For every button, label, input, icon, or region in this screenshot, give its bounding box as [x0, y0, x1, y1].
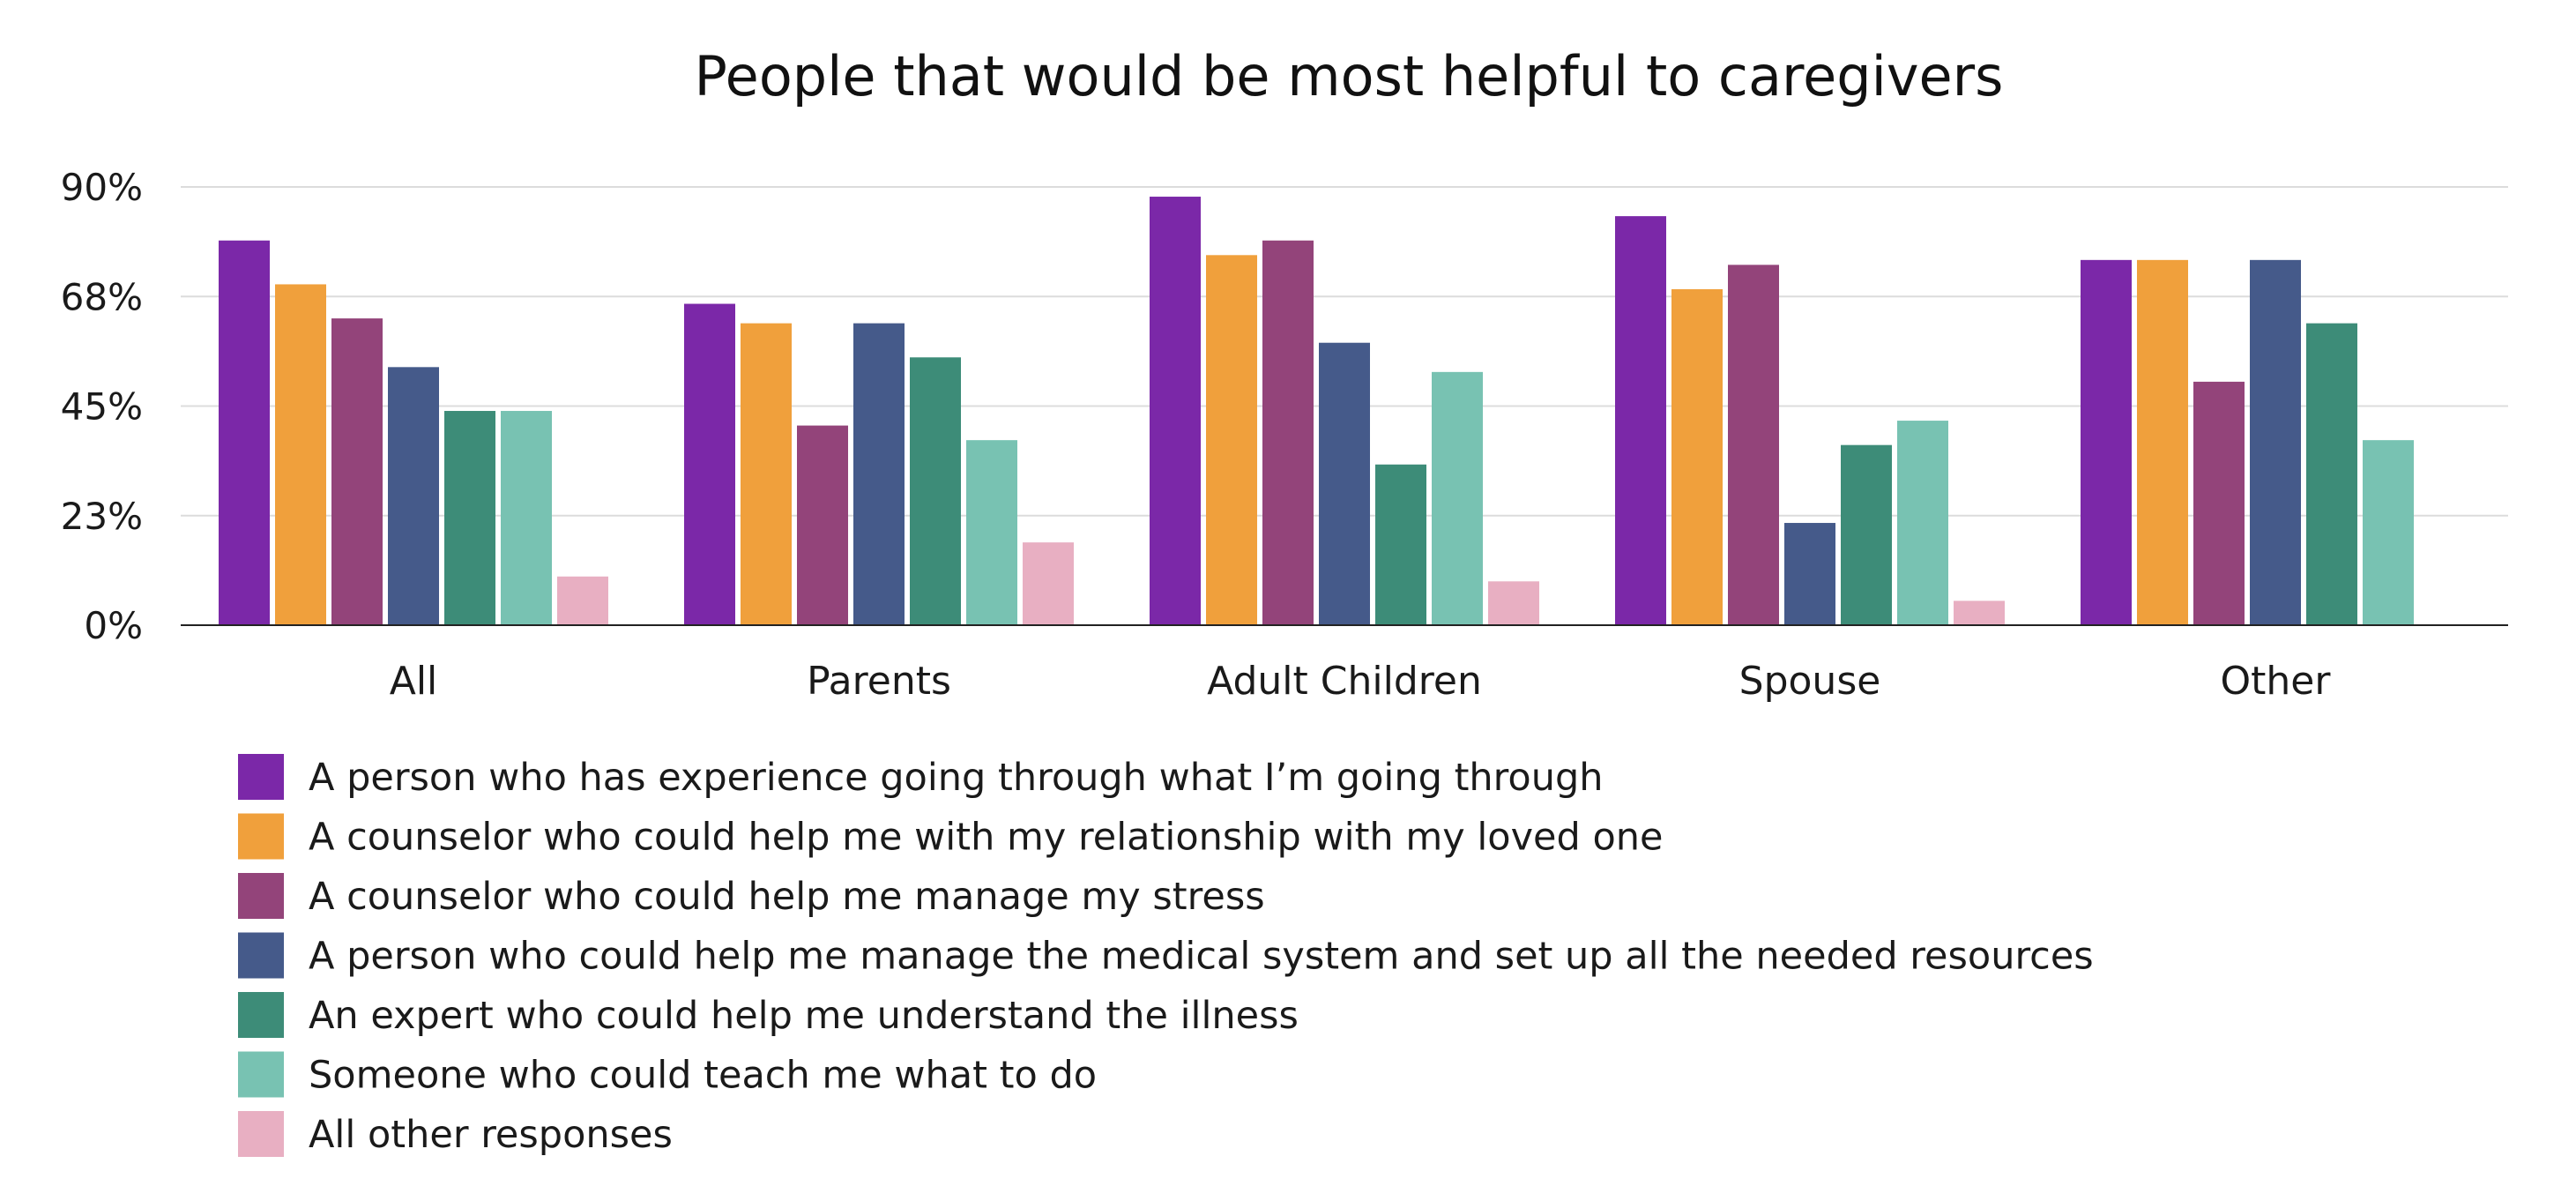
bar-spouse-series-3 [1728, 265, 1779, 625]
legend-swatch [238, 992, 284, 1038]
bar-adult-children-series-1 [1150, 197, 1201, 626]
x-category-label: Adult Children [1207, 659, 1482, 704]
bar-all-series-2 [275, 284, 326, 625]
bar-parents-series-7 [1023, 542, 1074, 625]
bar-adult-children-series-7 [1488, 581, 1539, 625]
bar-adult-children-series-5 [1375, 464, 1426, 625]
bar-other-series-4 [2250, 259, 2301, 625]
legend-label: A person who could help me manage the me… [309, 935, 2094, 979]
bar-other-series-5 [2306, 323, 2357, 625]
legend-item: A counselor who could help me with my re… [238, 813, 1664, 860]
y-tick-label: 45% [61, 385, 143, 429]
x-axis-category-labels: All Parents Adult Children Spouse Other [390, 659, 2332, 704]
bar-spouse-series-2 [1671, 288, 1723, 625]
legend: A person who has experience going throug… [238, 754, 2094, 1157]
bar-spouse-series-1 [1615, 216, 1666, 625]
x-category-label: Spouse [1739, 659, 1881, 704]
bar-all-series-1 [219, 240, 270, 625]
bar-parents-series-1 [684, 303, 735, 625]
legend-swatch [238, 932, 284, 979]
legend-label: A person who has experience going throug… [309, 756, 1604, 800]
bar-adult-children-series-3 [1262, 240, 1314, 625]
bar-all-series-4 [388, 367, 439, 625]
legend-label: All other responses [309, 1113, 673, 1157]
bar-parents-series-4 [853, 323, 905, 625]
legend-item: An expert who could help me understand t… [238, 992, 1299, 1038]
bar-parents-series-6 [966, 440, 1017, 625]
bar-adult-children-series-2 [1206, 255, 1257, 625]
x-category-label: Other [2221, 659, 2332, 704]
bar-other-series-3 [2193, 381, 2245, 625]
bar-all-series-7 [557, 576, 608, 625]
legend-swatch [238, 813, 284, 860]
legend-label: A counselor who could help me with my re… [309, 816, 1664, 860]
legend-label: A counselor who could help me manage my … [309, 875, 1265, 919]
bar-other-series-1 [2081, 259, 2132, 625]
legend-swatch [238, 1051, 284, 1098]
x-category-label: Parents [807, 659, 951, 704]
y-tick-label: 68% [61, 275, 143, 318]
y-tick-label: 23% [61, 495, 143, 538]
bar-spouse-series-7 [1954, 600, 2005, 625]
bar-spouse-series-5 [1841, 444, 1892, 625]
bar-spouse-series-6 [1897, 421, 1948, 625]
y-axis-tick-labels: 0% 23% 45% 68% 90% [61, 166, 143, 647]
legend-item: Someone who could teach me what to do [238, 1051, 1097, 1098]
legend-swatch [238, 873, 284, 919]
bar-parents-series-5 [910, 357, 961, 625]
bar-parents-series-2 [741, 323, 792, 625]
bar-adult-children-series-6 [1432, 371, 1483, 625]
bar-parents-series-3 [797, 425, 848, 625]
bar-other-series-6 [2363, 440, 2414, 625]
bar-spouse-series-4 [1784, 523, 1835, 625]
legend-swatch [238, 754, 284, 800]
chart-title: People that would be most helpful to car… [695, 44, 2004, 108]
bar-all-series-5 [444, 411, 495, 625]
legend-item: A counselor who could help me manage my … [238, 873, 1265, 919]
legend-label: Someone who could teach me what to do [309, 1054, 1097, 1098]
legend-item: A person who has experience going throug… [238, 754, 1604, 800]
bar-adult-children-series-4 [1319, 342, 1370, 625]
legend-item: All other responses [238, 1111, 673, 1157]
bar-other-series-2 [2137, 259, 2188, 625]
bar-all-series-6 [501, 411, 552, 625]
x-category-label: All [390, 659, 438, 704]
legend-label: An expert who could help me understand t… [309, 994, 1299, 1038]
legend-item: A person who could help me manage the me… [238, 932, 2094, 979]
legend-swatch [238, 1111, 284, 1157]
bar-all-series-3 [331, 318, 383, 625]
bars [219, 197, 2414, 626]
y-tick-label: 90% [61, 166, 143, 209]
y-tick-label: 0% [84, 604, 143, 647]
